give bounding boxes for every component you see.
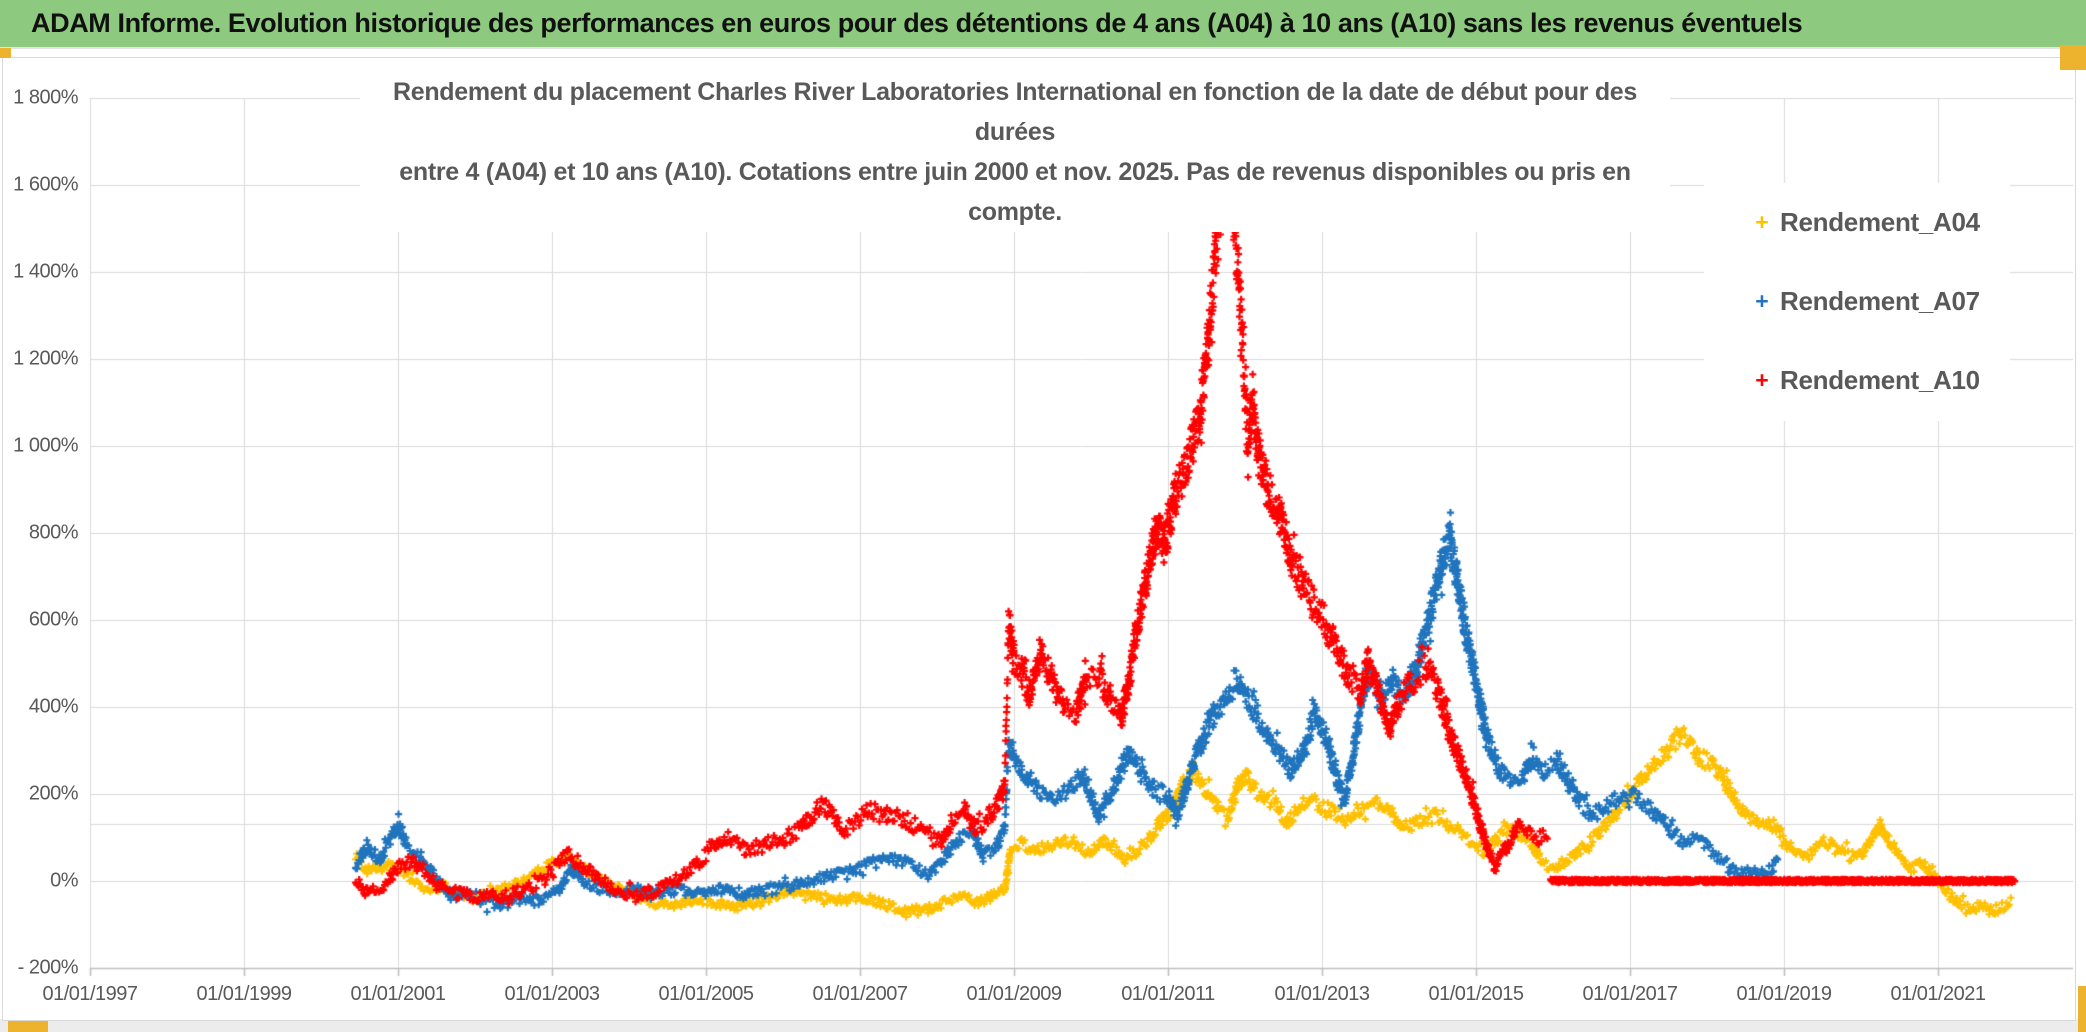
x-axis-tick-label: 01/01/2011: [1121, 983, 1215, 1005]
y-axis-tick-label: 1 600%: [13, 173, 78, 196]
y-axis-tick-label: 800%: [28, 521, 79, 544]
y-axis-tick-label: 400%: [28, 695, 79, 718]
plus-marker-icon-a10: +: [1755, 367, 1769, 393]
x-axis-tick-label: 01/01/2015: [1428, 983, 1524, 1005]
x-axis-tick-label: 01/01/2009: [966, 983, 1062, 1005]
x-axis-tick-label: 01/01/2013: [1274, 983, 1370, 1005]
y-axis-tick-label: 1 800%: [13, 86, 78, 109]
x-axis-tick-label: 01/01/2003: [504, 983, 600, 1005]
plus-marker-icon-a07: +: [1755, 288, 1769, 314]
corner-accent-bottom-right: [2078, 986, 2086, 1032]
corner-accent-top-right: [2060, 45, 2086, 70]
x-axis-tick-label: 01/01/2001: [350, 983, 446, 1005]
x-axis-tick-label: 01/01/1999: [196, 983, 292, 1005]
y-axis-tick-label: 1 400%: [13, 260, 78, 283]
legend-item-label: Rendement_A07: [1780, 286, 1980, 316]
y-axis-tick-label: 200%: [28, 782, 79, 805]
x-axis-tick-label: 01/01/1997: [42, 983, 138, 1005]
legend-item-a07: + Rendement_A07: [1704, 262, 2010, 341]
chart-title-line1: Rendement du placement Charles River Lab…: [392, 78, 1638, 146]
legend-item-a10: + Rendement_A10: [1704, 341, 2010, 420]
y-axis-tick-label: - 200%: [17, 956, 79, 979]
x-axis-tick-label: 01/01/2019: [1736, 983, 1832, 1005]
y-axis-tick-label: 0%: [50, 869, 78, 892]
chart-title-line2: entre 4 (A04) et 10 ans (A10). Cotations…: [399, 158, 1631, 226]
legend-item-a04: + Rendement_A04: [1704, 183, 2010, 262]
legend-item-label: Rendement_A04: [1780, 207, 1980, 237]
x-axis-tick-label: 01/01/2021: [1890, 983, 1986, 1005]
y-axis-tick-label: 600%: [28, 608, 79, 631]
legend-item-label: Rendement_A10: [1780, 365, 1980, 395]
corner-accent-bottom-left: [8, 1021, 48, 1032]
x-axis-tick-label: 01/01/2017: [1582, 983, 1678, 1005]
x-axis-tick-label: 01/01/2007: [812, 983, 908, 1005]
legend: + Rendement_A04 + Rendement_A07 + Rendem…: [1704, 183, 2010, 421]
y-axis-tick-label: 1 200%: [13, 347, 78, 370]
x-axis-tick-label: 01/01/2005: [658, 983, 754, 1005]
corner-accent-top-left: [0, 48, 11, 58]
plus-marker-icon-a04: +: [1755, 209, 1769, 235]
y-axis-tick-label: 1 000%: [13, 434, 78, 457]
chart-title: Rendement du placement Charles River Lab…: [360, 72, 1670, 232]
